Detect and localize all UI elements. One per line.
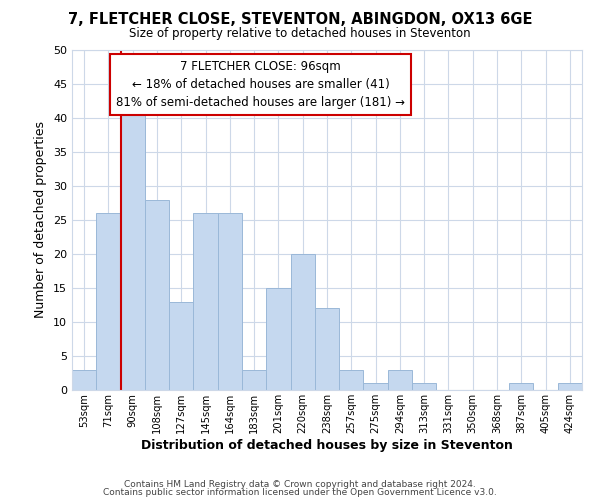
Text: 7, FLETCHER CLOSE, STEVENTON, ABINGDON, OX13 6GE: 7, FLETCHER CLOSE, STEVENTON, ABINGDON, …: [68, 12, 532, 28]
Bar: [96, 213, 121, 390]
Bar: [412, 383, 436, 390]
Text: Size of property relative to detached houses in Steventon: Size of property relative to detached ho…: [129, 28, 471, 40]
Bar: [218, 213, 242, 390]
Text: Contains public sector information licensed under the Open Government Licence v3: Contains public sector information licen…: [103, 488, 497, 497]
Bar: [121, 104, 145, 390]
Bar: [242, 370, 266, 390]
Bar: [388, 370, 412, 390]
Bar: [558, 383, 582, 390]
Text: Contains HM Land Registry data © Crown copyright and database right 2024.: Contains HM Land Registry data © Crown c…: [124, 480, 476, 489]
Bar: [509, 383, 533, 390]
Bar: [169, 302, 193, 390]
Bar: [315, 308, 339, 390]
Bar: [364, 383, 388, 390]
Text: 7 FLETCHER CLOSE: 96sqm
← 18% of detached houses are smaller (41)
81% of semi-de: 7 FLETCHER CLOSE: 96sqm ← 18% of detache…: [116, 60, 405, 109]
Bar: [145, 200, 169, 390]
Bar: [266, 288, 290, 390]
Bar: [339, 370, 364, 390]
Y-axis label: Number of detached properties: Number of detached properties: [34, 122, 47, 318]
Bar: [290, 254, 315, 390]
Bar: [193, 213, 218, 390]
X-axis label: Distribution of detached houses by size in Steventon: Distribution of detached houses by size …: [141, 438, 513, 452]
Bar: [72, 370, 96, 390]
